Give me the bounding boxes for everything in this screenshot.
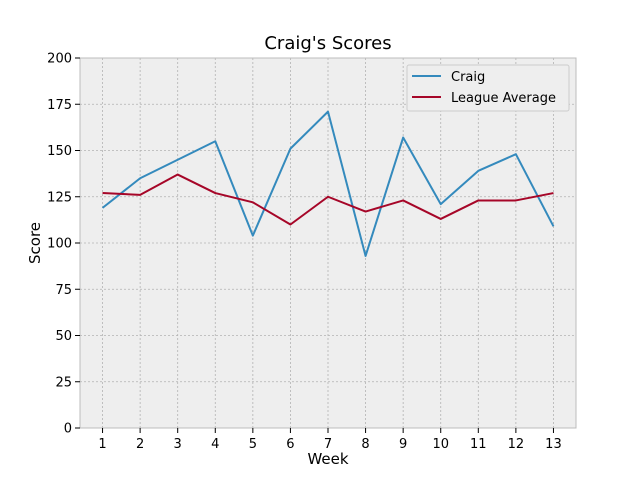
y-tick-label: 50	[55, 329, 72, 344]
x-axis-label: Week	[307, 450, 348, 468]
x-tick-label: 2	[136, 437, 144, 452]
y-tick-label: 75	[55, 283, 72, 298]
y-tick-label: 175	[47, 98, 72, 113]
x-tick-label: 6	[286, 437, 294, 452]
x-tick-label: 5	[249, 437, 257, 452]
legend-label: Craig	[451, 70, 485, 85]
y-axis-label: Score	[26, 222, 44, 264]
legend-label: League Average	[451, 91, 556, 106]
legend: Craig League Average	[406, 64, 570, 112]
x-tick-label: 7	[324, 437, 332, 452]
x-tick-label: 4	[211, 437, 219, 452]
y-tick-label: 125	[47, 190, 72, 205]
y-tick-label: 150	[47, 144, 72, 159]
x-tick-label: 11	[470, 437, 487, 452]
x-tick-label: 10	[432, 437, 449, 452]
y-tick-label: 25	[55, 375, 72, 390]
x-tick-label: 12	[508, 437, 525, 452]
y-tick-label: 100	[47, 237, 72, 252]
series-line-craig	[101, 110, 555, 257]
x-tick-label: 1	[98, 437, 106, 452]
chart-title: Craig's Scores	[264, 33, 391, 54]
legend-box	[406, 64, 570, 112]
x-tick-label: 8	[361, 437, 369, 452]
x-tick-label: 9	[399, 437, 407, 452]
y-tick-label: 0	[64, 422, 72, 437]
x-tick-label: 13	[545, 437, 562, 452]
y-tick-label: 200	[47, 52, 72, 67]
series-line-league-average	[102, 173, 554, 226]
x-tick-label: 3	[174, 437, 182, 452]
series-lines	[101, 110, 555, 257]
